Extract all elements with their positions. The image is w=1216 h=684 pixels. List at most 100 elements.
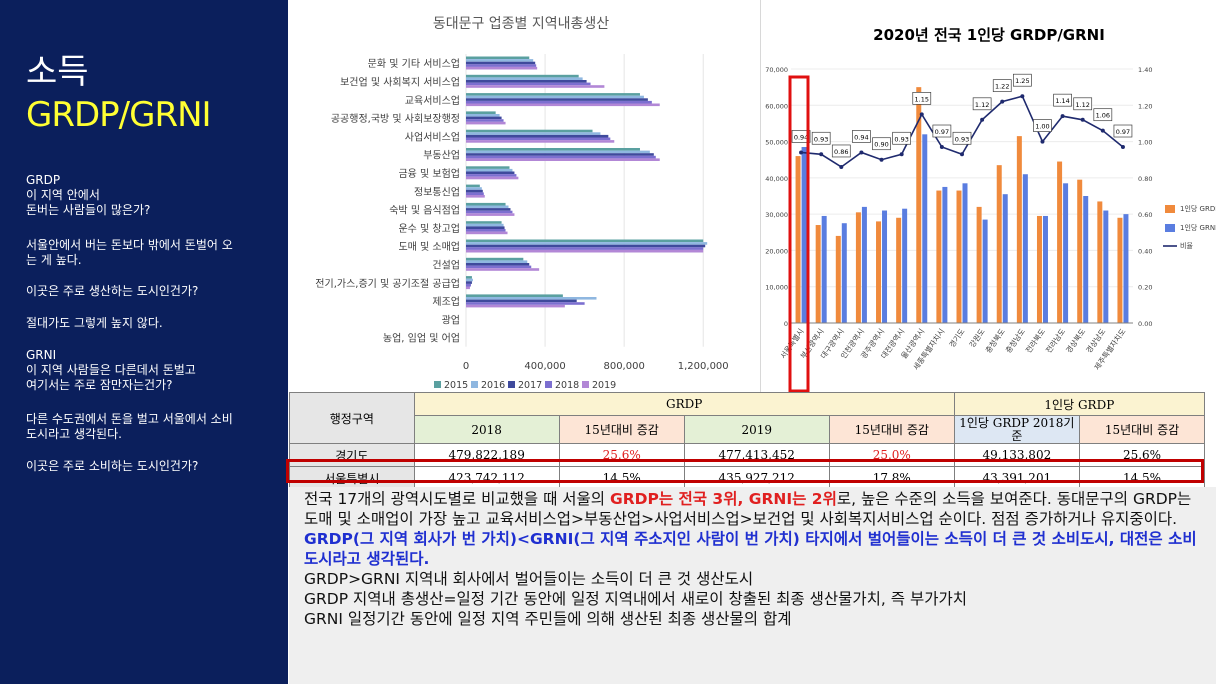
- description-box: 전국 17개의 광역시도별로 비교했을 때 서울의 GRDP는 전국 3위, G…: [289, 487, 1216, 684]
- left-axis-tick: 70,000: [765, 66, 788, 74]
- bar-2017: [466, 208, 511, 211]
- category-label: 충청남도: [1004, 327, 1027, 355]
- note-line: 이 지역 안에서: [26, 188, 100, 202]
- ratio-label-box: [872, 137, 891, 151]
- bar-2019: [466, 176, 519, 180]
- header-change-2019: 15년대비 증감: [828, 415, 955, 444]
- right-axis-tick: 0.40: [1138, 247, 1152, 255]
- bar-2018: [466, 302, 585, 305]
- category-label: 전라남도: [1043, 326, 1067, 354]
- note-line: 절대가도 그렇게 높지 않다.: [26, 316, 163, 330]
- ratio-point: [1000, 99, 1005, 104]
- sidebar-note: 다른 수도권에서 돈을 벌고 서울에서 소비 도시라고 생각된다.: [26, 412, 282, 442]
- description-paragraph: GRDP 지역내 총생산=일정 기간 동안에 일정 지역내에서 새로이 창출된 …: [304, 590, 967, 608]
- ratio-label-box: [992, 79, 1012, 93]
- bar-grni: [841, 223, 847, 323]
- bar-2016: [466, 260, 528, 263]
- bar-grni: [1042, 215, 1048, 323]
- ratio-label: 1.12: [975, 101, 989, 109]
- bar-2017: [466, 171, 515, 175]
- bar-2019: [466, 158, 660, 161]
- bar-grdp: [1016, 136, 1022, 323]
- bar-2017: [466, 299, 577, 303]
- bar-2019: [466, 268, 540, 271]
- bar-grdp: [835, 235, 841, 323]
- legend-label: 2019: [592, 380, 616, 391]
- ratio-label: 1.00: [1035, 123, 1049, 131]
- ratio-label-box: [1113, 124, 1133, 138]
- ratio-label: 1.25: [1015, 77, 1029, 85]
- ratio-label: 1.12: [1075, 101, 1089, 109]
- x-tick-label: 0: [463, 361, 469, 372]
- ratio-point: [839, 164, 844, 169]
- bar-grdp: [976, 206, 982, 323]
- bar-grni: [942, 186, 948, 323]
- ratio-label-box: [1033, 119, 1052, 132]
- left-axis-tick: 0: [784, 320, 788, 328]
- bar-2015: [466, 221, 502, 224]
- bar-2015: [466, 111, 496, 114]
- ratio-label: 0.93: [955, 135, 969, 143]
- bar-2017: [466, 244, 706, 248]
- desc-highlight: GRDP는 전국 3위, GRNI는 2위: [609, 490, 837, 508]
- bar-grni: [1002, 194, 1008, 323]
- bar-2018: [466, 283, 471, 287]
- sidebar-note-grni: GRNI 이 지역 사람들은 다른데서 돈벌고 여기서는 주로 잠만자는건가?: [26, 348, 282, 393]
- bar-2019: [466, 103, 660, 107]
- bar-2018: [466, 155, 656, 159]
- ratio-label: 0.90: [874, 141, 888, 149]
- ratio-label: 0.94: [854, 133, 868, 141]
- cell-change: 14.5%: [1079, 466, 1205, 490]
- seoul-highlight-box: [788, 75, 810, 393]
- category-label: 강원도: [967, 326, 987, 349]
- legend-label: 1인당 GRNI: [1180, 223, 1216, 232]
- ratio-point: [899, 152, 904, 157]
- bar-2019: [466, 140, 615, 143]
- ratio-label-box: [1073, 97, 1093, 111]
- bar-2019: [466, 66, 538, 70]
- cell-value: 49,133,802: [953, 443, 1081, 467]
- bar-2015: [466, 129, 593, 133]
- bar-grdp: [1077, 179, 1083, 323]
- x-tick-label: 800,000: [603, 361, 644, 372]
- bar-2015: [466, 202, 506, 206]
- right-axis-tick: 1.00: [1138, 139, 1152, 147]
- bar-grdp: [876, 221, 882, 323]
- category-label: 경상북도: [1063, 326, 1087, 354]
- ratio-label: 0.93: [894, 135, 908, 143]
- ratio-point: [1040, 139, 1045, 144]
- description-paragraph: GRDP>GRNI 지역내 회사에서 벌어들이는 소득이 더 큰 것 생산도시: [304, 570, 754, 588]
- bar-2018: [466, 229, 506, 232]
- legend-label: 2017: [518, 380, 542, 391]
- ratio-label-box: [831, 144, 851, 158]
- category-label: 광업: [442, 313, 460, 326]
- bar-2018: [466, 247, 704, 250]
- bar-2019: [466, 121, 506, 125]
- header-change-per-capita: 15년대비 증감: [1079, 415, 1205, 444]
- ratio-label-box: [972, 97, 992, 111]
- note-line: GRNI: [26, 348, 57, 362]
- bar-grdp: [996, 165, 1002, 323]
- bar-2015: [466, 93, 640, 96]
- ratio-label: 1.06: [1096, 112, 1110, 120]
- ratio-point: [960, 152, 964, 157]
- bar-2015: [466, 276, 472, 279]
- ratio-label-box: [811, 131, 831, 145]
- legend-label: 2016: [481, 380, 505, 391]
- sidebar-note: 서울안에서 버는 돈보다 밖에서 돈벌어 오 는 게 높다.: [26, 238, 282, 268]
- description-paragraph: GRNI 일정기간 동안에 일정 지역 주민들에 의해 생산된 최종 생산물의 …: [304, 610, 792, 628]
- bar-2016: [466, 223, 504, 227]
- legend-swatch: [545, 381, 552, 388]
- right-axis-tick: 0.00: [1138, 320, 1152, 328]
- cell-change: 25.0%: [828, 443, 955, 467]
- desc-text: 전국 17개의 광역시도별로 비교했을 때 서울의: [304, 490, 610, 508]
- header-per-capita-2018: 1인당 GRDP 2018기준: [953, 415, 1081, 444]
- note-line: 이곳은 주로 소비하는 도시인건가?: [26, 459, 199, 473]
- bar-2017: [466, 153, 654, 156]
- legend-label: 2015: [444, 380, 468, 391]
- bar-grni: [1083, 196, 1089, 323]
- ratio-point: [859, 150, 864, 155]
- bar-2017: [466, 98, 648, 101]
- bar-2018: [466, 100, 652, 104]
- sidebar: 소득 GRDP/GRNI GRDP 이 지역 안에서 돈버는 사람들이 많은가?…: [0, 0, 288, 684]
